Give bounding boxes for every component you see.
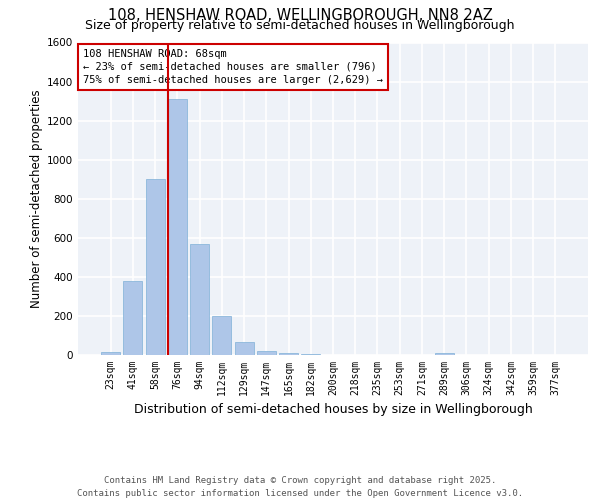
Text: 108, HENSHAW ROAD, WELLINGBOROUGH, NN8 2AZ: 108, HENSHAW ROAD, WELLINGBOROUGH, NN8 2… bbox=[107, 8, 493, 22]
Bar bbox=[301, 354, 320, 355]
Bar bbox=[124, 281, 142, 355]
Bar bbox=[435, 354, 454, 355]
Text: Contains HM Land Registry data © Crown copyright and database right 2025.
Contai: Contains HM Land Registry data © Crown c… bbox=[77, 476, 523, 498]
Bar bbox=[235, 342, 254, 355]
Text: 108 HENSHAW ROAD: 68sqm
← 23% of semi-detached houses are smaller (796)
75% of s: 108 HENSHAW ROAD: 68sqm ← 23% of semi-de… bbox=[83, 49, 383, 85]
Bar bbox=[257, 352, 276, 355]
Bar bbox=[101, 352, 120, 355]
Bar bbox=[146, 179, 164, 355]
Bar bbox=[279, 353, 298, 355]
X-axis label: Distribution of semi-detached houses by size in Wellingborough: Distribution of semi-detached houses by … bbox=[134, 404, 532, 416]
Bar bbox=[190, 244, 209, 355]
Y-axis label: Number of semi-detached properties: Number of semi-detached properties bbox=[30, 90, 43, 308]
Bar bbox=[168, 99, 187, 355]
Text: Size of property relative to semi-detached houses in Wellingborough: Size of property relative to semi-detach… bbox=[85, 18, 515, 32]
Bar bbox=[212, 316, 231, 355]
